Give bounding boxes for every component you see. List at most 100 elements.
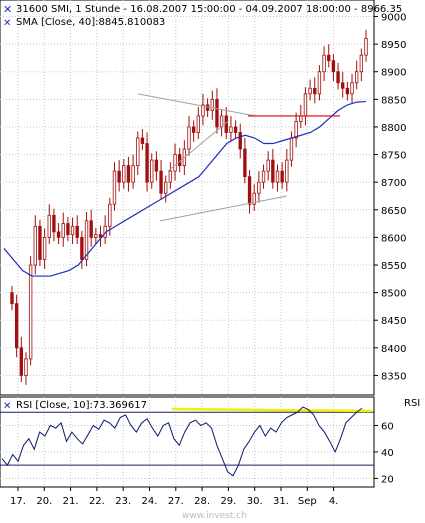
candle-body [327, 54, 331, 62]
candle-body [215, 98, 219, 128]
rsi-y-tick-label: 20 [381, 474, 394, 485]
candle-body [10, 292, 14, 305]
candle-body [359, 54, 364, 73]
x-tick-label: 23. [115, 496, 131, 507]
candle-body [313, 87, 317, 95]
candle-body [66, 223, 70, 236]
x-tick-label: 24. [142, 496, 158, 507]
logo-mark: ✕ [3, 3, 12, 16]
candle-body [164, 181, 168, 194]
candle-body [350, 82, 354, 95]
price-y-tick-label: 8700 [381, 178, 406, 189]
x-tick-label: 31. [273, 496, 289, 507]
x-axis: 17. 20. 21. 22. 23. 24. 27. 28. 29. 30. 31. Sep 4. [10, 487, 338, 507]
candle-body [38, 225, 42, 260]
candle-body [266, 159, 270, 172]
candle-body [122, 165, 126, 183]
price-y-tick-label: 8900 [381, 68, 406, 79]
candles [10, 29, 368, 385]
candle-body [247, 176, 252, 205]
candle-body [233, 126, 238, 133]
price-y-tick-label: 8950 [381, 40, 406, 51]
price-y-tick-label: 8400 [381, 344, 406, 355]
rsi-axis-title: RSI [404, 398, 420, 409]
rsi-y-tick-label: 40 [381, 448, 394, 459]
candle-body [196, 115, 200, 133]
x-tick-label: 17. [10, 496, 26, 507]
price-y-tick-label: 8800 [381, 123, 406, 134]
candle-body [275, 170, 280, 183]
x-tick-label: 21. [63, 496, 79, 507]
x-tick-label: 27. [168, 496, 184, 507]
candle-body [47, 214, 51, 238]
sma-mark: ✕ [3, 18, 11, 29]
price-y-tick-label: 8450 [381, 316, 406, 327]
candle-body [173, 154, 177, 172]
candle-body [80, 236, 84, 260]
candle-body [285, 159, 289, 183]
price-y-axis: 8350 8400 8450 8500 8550 8600 8650 8700 8750 8800… [374, 13, 406, 382]
candle-body [261, 170, 266, 183]
candle-body [33, 225, 37, 266]
rsi-y-axis: 20 40 60 [374, 421, 394, 485]
rsi-line [1, 406, 363, 477]
candle-body [19, 347, 23, 376]
candle-body [289, 137, 294, 161]
candle-body [229, 126, 233, 133]
candle-body [345, 87, 350, 95]
price-panel [0, 0, 375, 396]
candle-body [154, 159, 159, 172]
price-y-tick-label: 8750 [381, 151, 406, 162]
price-y-tick-label: 8850 [381, 95, 406, 106]
candle-body [341, 82, 345, 89]
candle-body [308, 87, 312, 95]
candle-body [322, 54, 326, 73]
sma-legend: SMA [Close, 40]:8845.810083 [16, 17, 165, 28]
candle-body [89, 220, 93, 238]
candle-body [24, 358, 28, 376]
candle-body [150, 159, 154, 183]
rsi-mark: ✕ [3, 401, 11, 412]
candle-body [191, 126, 196, 133]
candle-body [98, 234, 103, 238]
candle-body [94, 234, 98, 238]
candle-body [52, 214, 56, 233]
trendline-upper [137, 93, 256, 117]
candle-body [108, 203, 112, 227]
candle-body [355, 71, 359, 84]
x-tick-label: 28. [194, 496, 210, 507]
candle-body [112, 170, 117, 205]
candle-body [131, 165, 135, 183]
candle-body [331, 60, 336, 73]
candle-body [126, 165, 131, 183]
candle-body [140, 137, 145, 144]
x-tick-label: 29. [220, 496, 236, 507]
candle-body [271, 159, 275, 183]
rsi-plot [0, 406, 374, 477]
x-tick-label: 22. [89, 496, 105, 507]
x-tick-label: 20. [36, 496, 52, 507]
candle-body [210, 98, 214, 111]
candle-body [280, 170, 284, 183]
candle-body [243, 148, 247, 178]
candle-body [159, 170, 163, 194]
candle-body [84, 220, 89, 260]
candle-body [238, 132, 242, 150]
candle-body [219, 115, 224, 128]
price-y-tick-label: 8600 [381, 233, 406, 244]
candle-body [201, 104, 205, 117]
candle-body [257, 181, 261, 194]
price-grid [0, 0, 374, 395]
price-y-tick-label: 9000 [381, 13, 406, 24]
x-tick-label: Sep [298, 496, 317, 507]
price-y-tick-label: 8550 [381, 261, 406, 272]
overlays [3, 93, 367, 277]
candle-body [61, 223, 65, 238]
candle-body [303, 93, 308, 117]
sma-line [3, 100, 367, 277]
candle-body [42, 236, 47, 260]
rsi-highlight-line [171, 407, 373, 413]
watermark: www.invest.ch [182, 511, 247, 521]
candle-body [317, 71, 322, 95]
candle-body [168, 170, 173, 183]
